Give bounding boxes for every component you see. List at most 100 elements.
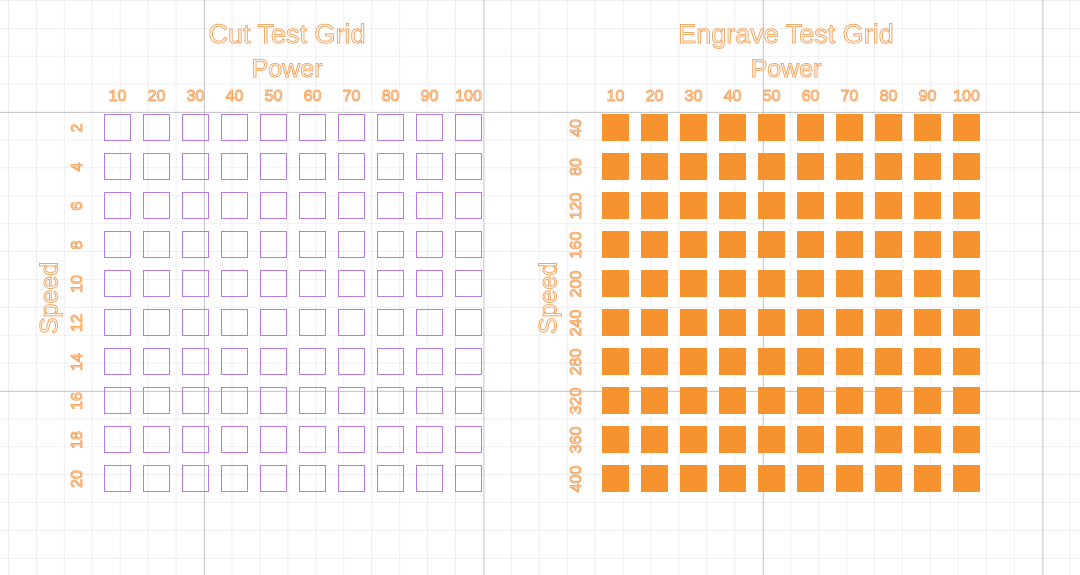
- cut-test-square[interactable]: [338, 231, 365, 258]
- cut-speed-tick[interactable]: 10: [69, 274, 87, 293]
- engrave-test-square[interactable]: [836, 153, 863, 180]
- cut-test-square[interactable]: [221, 231, 248, 258]
- cut-test-square[interactable]: [182, 309, 209, 336]
- cut-test-square[interactable]: [260, 192, 287, 219]
- cut-test-square[interactable]: [143, 309, 170, 336]
- cut-test-square[interactable]: [260, 387, 287, 414]
- engrave-test-square[interactable]: [641, 114, 668, 141]
- cut-speed-tick[interactable]: 8: [69, 240, 87, 250]
- engrave-test-square[interactable]: [680, 426, 707, 453]
- cut-test-square[interactable]: [221, 309, 248, 336]
- engrave-test-square[interactable]: [797, 309, 824, 336]
- cut-test-square[interactable]: [260, 465, 287, 492]
- engrave-test-square[interactable]: [602, 465, 629, 492]
- cut-test-square[interactable]: [104, 192, 131, 219]
- cut-test-square[interactable]: [260, 309, 287, 336]
- cut-test-square[interactable]: [260, 426, 287, 453]
- cut-test-square[interactable]: [260, 270, 287, 297]
- engrave-test-square[interactable]: [797, 114, 824, 141]
- cut-test-square[interactable]: [182, 426, 209, 453]
- cut-test-square[interactable]: [260, 231, 287, 258]
- engrave-speed-tick[interactable]: 360: [568, 426, 586, 454]
- cut-test-square[interactable]: [221, 153, 248, 180]
- cut-power-tick[interactable]: 10: [108, 88, 127, 106]
- engrave-test-square[interactable]: [719, 387, 746, 414]
- engrave-test-square[interactable]: [914, 114, 941, 141]
- engrave-speed-tick[interactable]: 280: [568, 348, 586, 376]
- engrave-test-square[interactable]: [758, 114, 785, 141]
- cut-test-square[interactable]: [182, 114, 209, 141]
- cut-test-square[interactable]: [416, 270, 443, 297]
- cut-test-square[interactable]: [221, 465, 248, 492]
- engrave-test-square[interactable]: [797, 192, 824, 219]
- cut-test-square[interactable]: [143, 192, 170, 219]
- engrave-test-square[interactable]: [680, 153, 707, 180]
- cut-test-square[interactable]: [299, 192, 326, 219]
- cut-test-square[interactable]: [299, 231, 326, 258]
- engrave-test-square[interactable]: [914, 192, 941, 219]
- cut-power-tick[interactable]: 30: [186, 88, 205, 106]
- cut-test-square[interactable]: [377, 192, 404, 219]
- cut-test-square[interactable]: [104, 387, 131, 414]
- cut-power-tick[interactable]: 50: [264, 88, 283, 106]
- engrave-speed-tick[interactable]: 40: [568, 118, 586, 137]
- engrave-test-square[interactable]: [797, 231, 824, 258]
- cut-speed-tick[interactable]: 2: [69, 123, 87, 133]
- cut-speed-tick[interactable]: 4: [69, 162, 87, 172]
- cut-test-square[interactable]: [221, 387, 248, 414]
- engrave-test-square[interactable]: [953, 192, 980, 219]
- engrave-test-square[interactable]: [875, 348, 902, 375]
- engrave-test-square[interactable]: [758, 231, 785, 258]
- cut-test-square[interactable]: [182, 270, 209, 297]
- cut-test-square[interactable]: [377, 153, 404, 180]
- engrave-test-square[interactable]: [719, 114, 746, 141]
- cut-test-square[interactable]: [338, 426, 365, 453]
- engrave-power-tick[interactable]: 50: [762, 88, 781, 106]
- cut-test-square[interactable]: [338, 153, 365, 180]
- engrave-test-square[interactable]: [953, 114, 980, 141]
- engrave-test-square[interactable]: [797, 387, 824, 414]
- engrave-test-square[interactable]: [602, 270, 629, 297]
- engrave-test-square[interactable]: [719, 348, 746, 375]
- engrave-test-square[interactable]: [914, 387, 941, 414]
- engrave-speed-tick[interactable]: 320: [568, 387, 586, 415]
- engrave-test-square[interactable]: [602, 387, 629, 414]
- engrave-test-square[interactable]: [758, 309, 785, 336]
- cut-test-square[interactable]: [455, 114, 482, 141]
- cut-test-square[interactable]: [377, 270, 404, 297]
- engrave-test-square[interactable]: [719, 465, 746, 492]
- engrave-power-tick[interactable]: 20: [645, 88, 664, 106]
- cut-test-square[interactable]: [299, 387, 326, 414]
- cut-test-square[interactable]: [455, 192, 482, 219]
- engrave-test-square[interactable]: [758, 270, 785, 297]
- engrave-test-square[interactable]: [836, 270, 863, 297]
- engrave-power-tick[interactable]: 10: [606, 88, 625, 106]
- engrave-test-square[interactable]: [758, 153, 785, 180]
- engrave-test-square[interactable]: [602, 192, 629, 219]
- engrave-test-square[interactable]: [953, 153, 980, 180]
- engrave-test-square[interactable]: [914, 270, 941, 297]
- engrave-test-square[interactable]: [953, 387, 980, 414]
- cut-test-square[interactable]: [377, 231, 404, 258]
- engrave-test-square[interactable]: [797, 465, 824, 492]
- cut-test-square[interactable]: [377, 465, 404, 492]
- engrave-test-square[interactable]: [797, 153, 824, 180]
- engrave-test-square[interactable]: [680, 192, 707, 219]
- cut-test-square[interactable]: [260, 153, 287, 180]
- engrave-test-square[interactable]: [680, 270, 707, 297]
- engrave-test-square[interactable]: [719, 426, 746, 453]
- cut-test-square[interactable]: [221, 114, 248, 141]
- engrave-power-tick[interactable]: 30: [684, 88, 703, 106]
- cut-test-square[interactable]: [182, 231, 209, 258]
- engrave-test-square[interactable]: [953, 309, 980, 336]
- engrave-test-square[interactable]: [641, 348, 668, 375]
- engrave-speed-tick[interactable]: 80: [568, 157, 586, 176]
- cut-test-square[interactable]: [143, 153, 170, 180]
- cut-test-square[interactable]: [338, 387, 365, 414]
- cut-test-square[interactable]: [299, 465, 326, 492]
- cut-test-square[interactable]: [299, 309, 326, 336]
- cut-test-square[interactable]: [377, 387, 404, 414]
- cut-test-square[interactable]: [455, 309, 482, 336]
- engrave-power-tick[interactable]: 80: [879, 88, 898, 106]
- engrave-power-tick[interactable]: 90: [918, 88, 937, 106]
